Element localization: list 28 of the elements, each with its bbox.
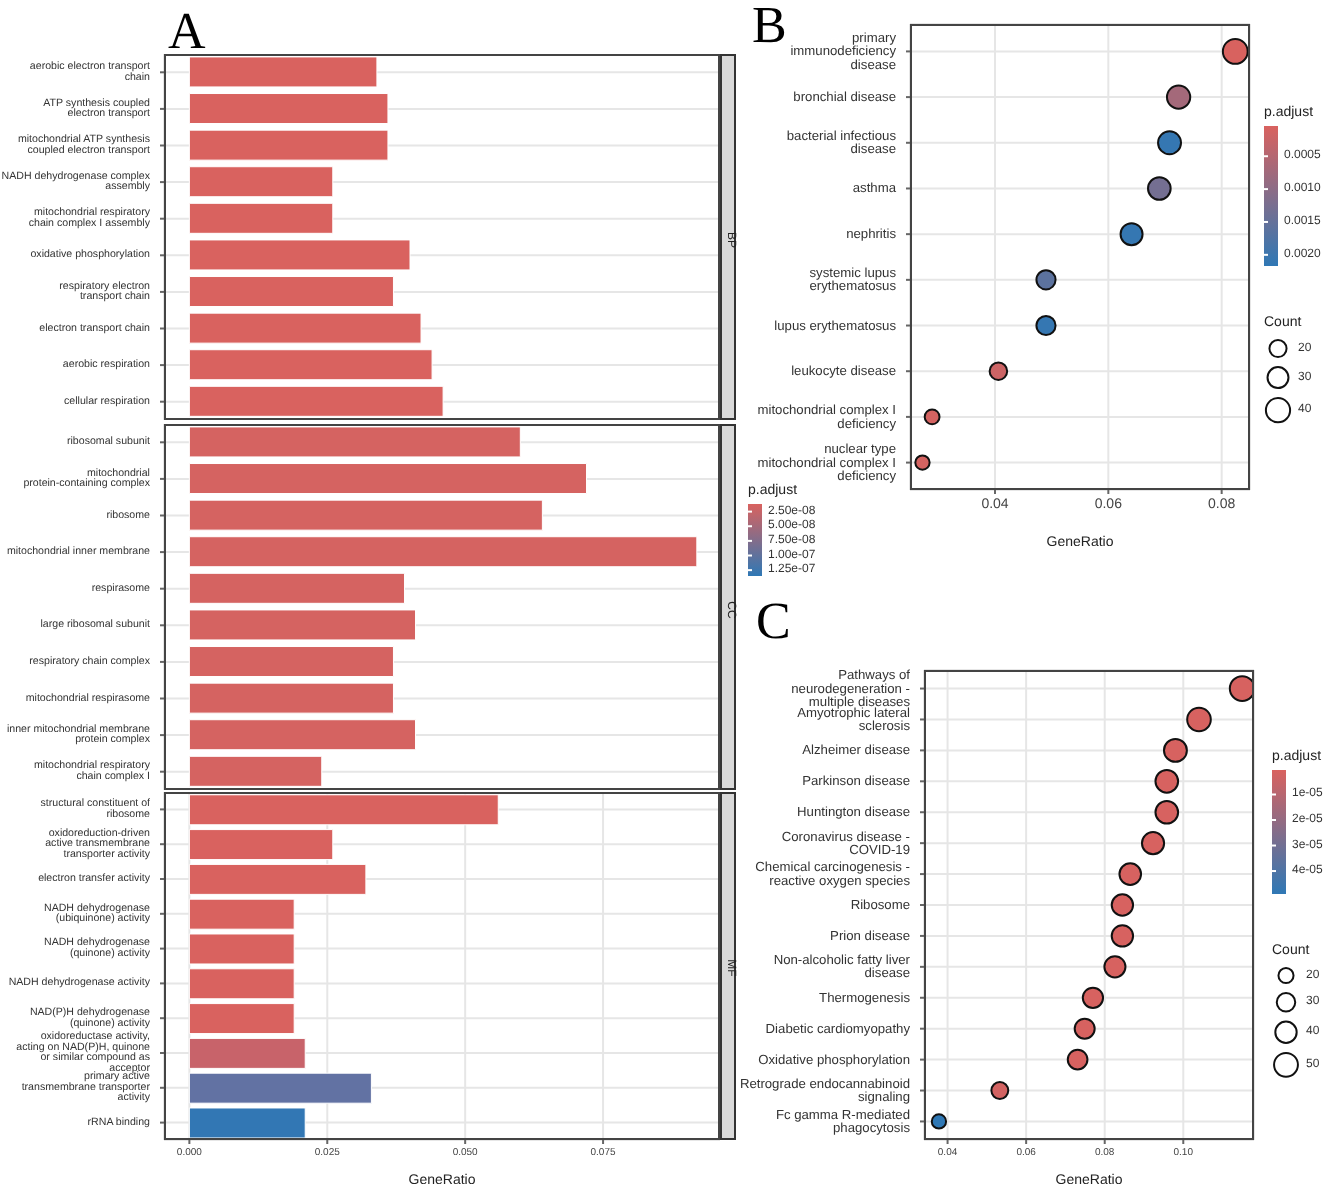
bar (188, 276, 394, 308)
bar (188, 719, 417, 751)
bar (188, 202, 334, 234)
bar (188, 536, 698, 568)
bar (188, 385, 444, 417)
bar (188, 312, 422, 344)
bar (188, 426, 521, 458)
bar (188, 609, 417, 641)
bar (188, 755, 323, 787)
bar (188, 129, 389, 161)
bar (188, 56, 378, 88)
bar (188, 463, 588, 495)
bar (188, 794, 499, 826)
bar (188, 1003, 295, 1035)
annotation: A (168, 2, 206, 60)
bar (188, 682, 394, 714)
chart-title: C (756, 592, 791, 650)
bar (188, 829, 334, 861)
bar (188, 239, 411, 271)
bar (188, 1037, 306, 1069)
chart-title: B (752, 0, 787, 54)
bar (188, 166, 334, 198)
bar (188, 93, 389, 125)
bar (188, 499, 543, 531)
bar (188, 349, 433, 381)
bar (188, 646, 394, 678)
bar (188, 572, 405, 604)
bar (188, 863, 367, 895)
